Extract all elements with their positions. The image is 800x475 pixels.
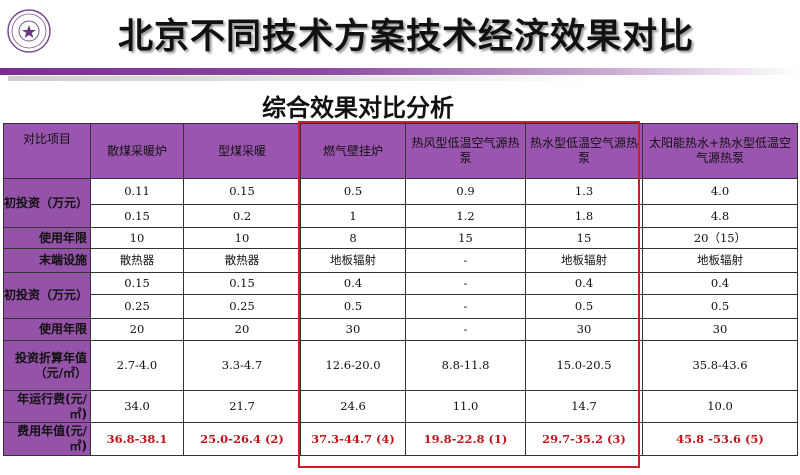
row-label: 初投资（万元）	[3, 272, 91, 319]
table-cell: 20（15）	[642, 227, 798, 249]
table-row: 0.25 0.25 0.5-0.5 0.5	[4, 294, 798, 319]
table-row: 使用年限 20 20 30-30 30	[3, 318, 798, 341]
table-cell: 30	[642, 318, 798, 341]
table-cell: 12.6-20.0	[300, 340, 406, 391]
table-row: 年运行费(元/㎡) 34.0 21.7 24.6 11.0 14.7 10.0	[3, 390, 798, 423]
table-cell: 0.5	[525, 294, 643, 319]
table-cell: 10.0	[642, 390, 798, 423]
table-cell: 10	[183, 227, 301, 249]
table-cell: 11.0	[405, 390, 526, 423]
table-cell: 35.8-43.6	[642, 340, 798, 391]
table-cell: 0.5	[300, 178, 406, 205]
slide-title: 北京不同技术方案技术经济效果对比	[118, 17, 695, 57]
header-cell: 热水型低温空气源热泵	[525, 123, 643, 179]
row-label: 末端设施	[3, 248, 91, 273]
table-cell: 地板辐射	[300, 248, 406, 273]
table-cell: 1.8	[525, 204, 643, 228]
table-cell: 30	[300, 318, 406, 341]
table-cell: 0.5	[642, 294, 798, 319]
table-cell: 29.7-35.2 (3)	[525, 422, 643, 456]
table-cell: 0.2	[183, 204, 301, 228]
table-cell: 散热器	[90, 248, 184, 273]
table-cell: 15.0-20.5	[525, 340, 643, 391]
table-cell: 8	[300, 227, 406, 249]
table-cell: 0.9	[405, 178, 526, 205]
comparison-table: 对比项目 散煤采暖炉 型煤采暖 燃气壁挂炉 热风型低温空气源热泵 热水型低温空气…	[3, 123, 798, 456]
header-cell: 对比项目	[3, 123, 91, 179]
row-label: 使用年限	[3, 318, 91, 341]
university-logo	[7, 9, 51, 53]
table-cell: 0.25	[183, 294, 301, 319]
table-cell: 地板辐射	[642, 248, 798, 273]
table-cell: 20	[183, 318, 301, 341]
table-cell: 0.5	[300, 294, 406, 319]
table-cell: 0.15	[90, 204, 184, 228]
row-label: 费用年值(元/㎡)	[3, 422, 91, 456]
table-row: 费用年值(元/㎡) 36.8-38.1 25.0-26.4 (2) 37.3-44.7…	[3, 422, 798, 456]
table-cell: 0.15	[183, 178, 301, 205]
table-cell: 24.6	[300, 390, 406, 423]
table-cell: 2.7-4.0	[90, 340, 184, 391]
table-row: 初投资（万元） 0.15 0.15 0.4-0.4 0.4	[3, 272, 798, 319]
table-cell: 30	[525, 318, 643, 341]
table-cell: -	[405, 294, 526, 319]
table-cell: 36.8-38.1	[90, 422, 184, 456]
table-cell: 8.8-11.8	[405, 340, 526, 391]
table-cell: 20	[90, 318, 184, 341]
title-divider	[0, 68, 800, 75]
table-cell: 0.15	[183, 272, 301, 295]
table-row: 使用年限 10 10 8 15 15 20（15）	[3, 227, 798, 249]
table-cell: 0.11	[90, 178, 184, 205]
header-cell: 热风型低温空气源热泵	[405, 123, 526, 179]
table-cell: -	[405, 272, 526, 295]
table-cell: 1.2	[405, 204, 526, 228]
table-cell: 14.7	[525, 390, 643, 423]
table-cell: 3.3-4.7	[183, 340, 301, 391]
table-cell: 0.4	[642, 272, 798, 295]
row-label: 初投资（万元）	[3, 178, 91, 228]
table-cell: 25.0-26.4 (2)	[183, 422, 301, 456]
table-header-row: 对比项目 散煤采暖炉 型煤采暖 燃气壁挂炉 热风型低温空气源热泵 热水型低温空气…	[3, 123, 798, 179]
table-cell: 1.3	[525, 178, 643, 205]
table-row: 0.15 0.2 1 1.2 1.8 4.8	[4, 204, 798, 228]
table-cell: 19.8-22.8 (1)	[405, 422, 526, 456]
table-cell: 4.8	[642, 204, 798, 228]
table-cell: 0.4	[525, 272, 643, 295]
slide-subtitle: 综合效果对比分析	[262, 94, 454, 122]
header-cell: 燃气壁挂炉	[300, 123, 406, 179]
table-row: 初投资（万元） 0.11 0.15 0.5 0.9 1.3 4.0	[3, 178, 798, 228]
header-cell: 散煤采暖炉	[90, 123, 184, 179]
table-cell: 0.25	[90, 294, 184, 319]
divider-shadow	[8, 76, 608, 81]
table-cell: -	[405, 248, 526, 273]
table-cell: 地板辐射	[525, 248, 643, 273]
table-cell: 4.0	[642, 178, 798, 205]
row-label: 使用年限	[3, 227, 91, 249]
table-cell: 1	[300, 204, 406, 228]
table-cell: 21.7	[183, 390, 301, 423]
table-cell: -	[405, 318, 526, 341]
table-cell: 0.4	[300, 272, 406, 295]
table-cell: 15	[525, 227, 643, 249]
table-cell: 37.3-44.7 (4)	[300, 422, 406, 456]
table-cell: 10	[90, 227, 184, 249]
table-row: 末端设施 散热器 散热器 地板辐射 - 地板辐射 地板辐射	[3, 248, 798, 273]
table-row: 投资折算年值（元/㎡） 2.7-4.0 3.3-4.7 12.6-20.0 8.8-11…	[3, 340, 798, 391]
header-cell: 太阳能热水+热水型低温空气源热泵	[642, 123, 798, 179]
row-label: 投资折算年值（元/㎡）	[3, 340, 91, 391]
table-cell: 15	[405, 227, 526, 249]
table-cell: 0.15	[90, 272, 184, 295]
table-cell: 34.0	[90, 390, 184, 423]
header-cell: 型煤采暖	[183, 123, 301, 179]
table-cell: 45.8 -53.6 (5)	[642, 422, 798, 456]
row-label: 年运行费(元/㎡)	[3, 390, 91, 423]
table-cell: 散热器	[183, 248, 301, 273]
